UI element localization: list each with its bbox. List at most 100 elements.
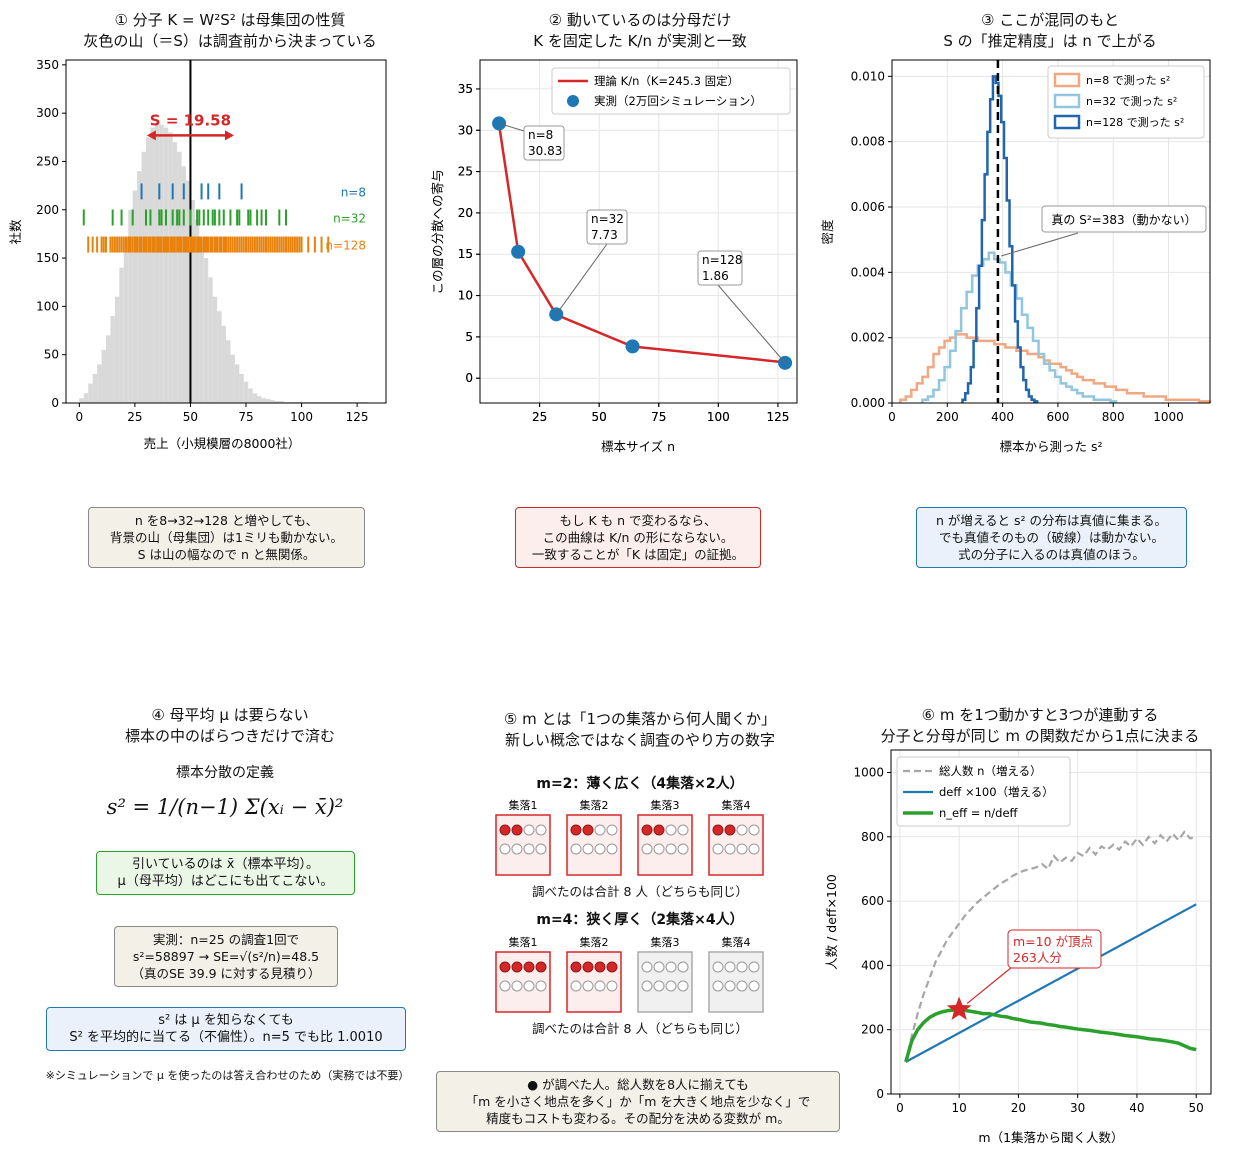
panel1-title-line1: ① 分子 K = W²S² は母集団の性質 bbox=[114, 11, 346, 29]
chart3-legend-swatch bbox=[1053, 72, 1081, 88]
cluster-label: 集落1 bbox=[509, 798, 538, 812]
person-dot bbox=[535, 843, 547, 855]
chart2-xtick-label: 50 bbox=[592, 410, 607, 424]
chart2-xtick-label: 100 bbox=[707, 410, 730, 424]
chart3-ytick-label: 0.000 bbox=[851, 396, 885, 410]
chart2-annotation-text: n=32 bbox=[591, 212, 624, 226]
panel4-measure-line3: （真のSE 39.9 に対する見積り） bbox=[131, 966, 321, 981]
chart1-hist-bar bbox=[186, 180, 191, 403]
person-dot bbox=[653, 843, 665, 855]
chart2-annotation-box bbox=[523, 125, 565, 161]
panel4-title-line1: ④ 母平均 μ は要らない bbox=[151, 706, 309, 724]
panel4-measure-line2: s²=58897 → SE=√(s²/n)=48.5 bbox=[132, 949, 320, 964]
chart1-hist-bar bbox=[279, 401, 284, 403]
person-dot bbox=[511, 980, 523, 992]
chart1-xtick-label: 75 bbox=[238, 410, 253, 424]
chart2-xtick-label: 25 bbox=[532, 410, 547, 424]
chart2-observed-point bbox=[625, 339, 640, 354]
chart1-hist-bar bbox=[217, 311, 222, 403]
chart1-ytick-label: 200 bbox=[36, 203, 59, 217]
panel2-title-line1: ② 動いているのは分母だけ bbox=[548, 11, 732, 29]
chart2-ytick-label: 15 bbox=[458, 247, 473, 261]
person-dot bbox=[535, 824, 547, 836]
chart1-hist-bar bbox=[194, 219, 200, 403]
chart2-ytick-label: 20 bbox=[458, 206, 473, 220]
panel4-measure-box: 実測：n=25 の調査1回で s²=58897 → SE=√(s²/n)=48.… bbox=[114, 926, 338, 987]
panel1-note-line3: S は山の幅なので n と無関係。 bbox=[137, 547, 316, 562]
person-dot bbox=[736, 980, 748, 992]
chart1-hist-bar bbox=[123, 238, 129, 403]
person-dot bbox=[499, 843, 511, 855]
surveyed-person-dot bbox=[582, 961, 594, 973]
surveyed-person-dot bbox=[570, 961, 582, 973]
definition-label: 標本分散の定義 bbox=[176, 765, 274, 781]
chart3-x-axis-label: 標本から測った s² bbox=[1000, 439, 1103, 454]
chart2-xtick-label: 50 bbox=[592, 410, 607, 424]
chart1-hist-bar bbox=[274, 401, 280, 403]
chart1-hist-bar bbox=[119, 267, 124, 403]
case2-title: m=4：狭く厚く（2集落×4人） bbox=[536, 912, 744, 928]
chart1-hist-bar bbox=[270, 400, 275, 403]
chart3-xtick-label: 600 bbox=[1046, 410, 1069, 424]
panel4-blue-line1: s² は μ を知らなくても bbox=[158, 1013, 294, 1028]
chart3-legend-swatch bbox=[1053, 114, 1081, 130]
chart6-xtick-label: 20 bbox=[1011, 1101, 1026, 1115]
chart3-annotation-box bbox=[1041, 205, 1207, 233]
panel5-note-line2: 「m を小さく地点を多く」か「m を大きく地点を少なく」で bbox=[465, 1094, 811, 1109]
panel4-blue-line2: S² を平均的に当てる（不偏性）。n=5 でも比 1.0010 bbox=[69, 1030, 383, 1045]
chart3-series-step bbox=[899, 333, 1212, 403]
chart1-hist-bar bbox=[181, 166, 186, 403]
person-dot bbox=[641, 980, 653, 992]
chart1-hist-bar bbox=[199, 238, 204, 403]
panel6-title-line1: ⑥ m を1つ動かすと3つが連動する bbox=[921, 706, 1159, 724]
chart2-y-axis-label: この層の分散への寄与 bbox=[430, 169, 445, 294]
chart2-ytick-label: 35 bbox=[458, 82, 473, 96]
cluster-label: 集落4 bbox=[722, 798, 751, 812]
chart3-ytick-label: 0.006 bbox=[851, 200, 885, 214]
chart1-hist-bar bbox=[212, 296, 218, 403]
chart1-hist-bar bbox=[248, 388, 253, 403]
person-dot bbox=[653, 980, 665, 992]
chart6-x-axis-label: m（1集落から聞く人数） bbox=[978, 1130, 1123, 1145]
panel3-note-line1: n が増えると s² の分布は真値に集まる。 bbox=[936, 513, 1167, 528]
panel5-note-line3: 精度もコストも変わる。その配分を決める変数が m。 bbox=[486, 1111, 790, 1126]
chart2-ytick-label: 20 bbox=[458, 206, 473, 220]
person-dot bbox=[641, 843, 653, 855]
person-dot bbox=[665, 980, 677, 992]
chart2-annotation-box bbox=[586, 209, 628, 245]
person-dot bbox=[606, 824, 618, 836]
cluster-label: 集落1 bbox=[509, 935, 538, 949]
chart2-annotation-arrow bbox=[717, 284, 786, 364]
chart2-ytick-label: 5 bbox=[465, 330, 473, 344]
chart1-hist-bar bbox=[132, 190, 138, 403]
chart1-hist-bar bbox=[97, 364, 102, 403]
panel2-note-line1: もし K も n で変わるなら、 bbox=[559, 513, 717, 528]
surveyed-person-dot bbox=[653, 824, 665, 836]
panel2-note: もし K も n で変わるなら、 この曲線は K/n の形にならない。 一致する… bbox=[515, 507, 761, 568]
chart3-xtick-label: 400 bbox=[991, 410, 1014, 424]
chart1-hist-bar bbox=[163, 127, 169, 404]
person-dot bbox=[748, 843, 760, 855]
person-dot bbox=[736, 961, 748, 973]
surveyed-person-dot bbox=[712, 824, 724, 836]
chart1-xtick-label: 100 bbox=[290, 410, 313, 424]
chart3-series-step bbox=[961, 75, 1039, 403]
cluster-label: 集落2 bbox=[580, 935, 609, 949]
chart1-hist-bar bbox=[128, 209, 133, 403]
chart2-frame bbox=[479, 59, 798, 404]
chart3-legend bbox=[1047, 65, 1205, 139]
chart2-ytick-label: 0 bbox=[465, 371, 473, 385]
chart2-ytick-label: 15 bbox=[458, 247, 473, 261]
chart1-hist-bar bbox=[234, 364, 240, 403]
chart3-ytick-label: 0.010 bbox=[851, 69, 885, 83]
person-dot bbox=[570, 980, 582, 992]
chart1-hist-bar bbox=[243, 381, 249, 403]
chart1-s-arrow-head-right bbox=[225, 130, 234, 141]
chart6-xtick-label: 0 bbox=[896, 1101, 904, 1115]
panel5-title-line2: 新しい概念ではなく調査のやり方の数字 bbox=[504, 731, 775, 749]
person-dot bbox=[499, 980, 511, 992]
person-dot bbox=[511, 843, 523, 855]
chart6-peak-annotation-text: m=10 が頂点 bbox=[1013, 934, 1093, 949]
surveyed-person-dot bbox=[724, 824, 736, 836]
